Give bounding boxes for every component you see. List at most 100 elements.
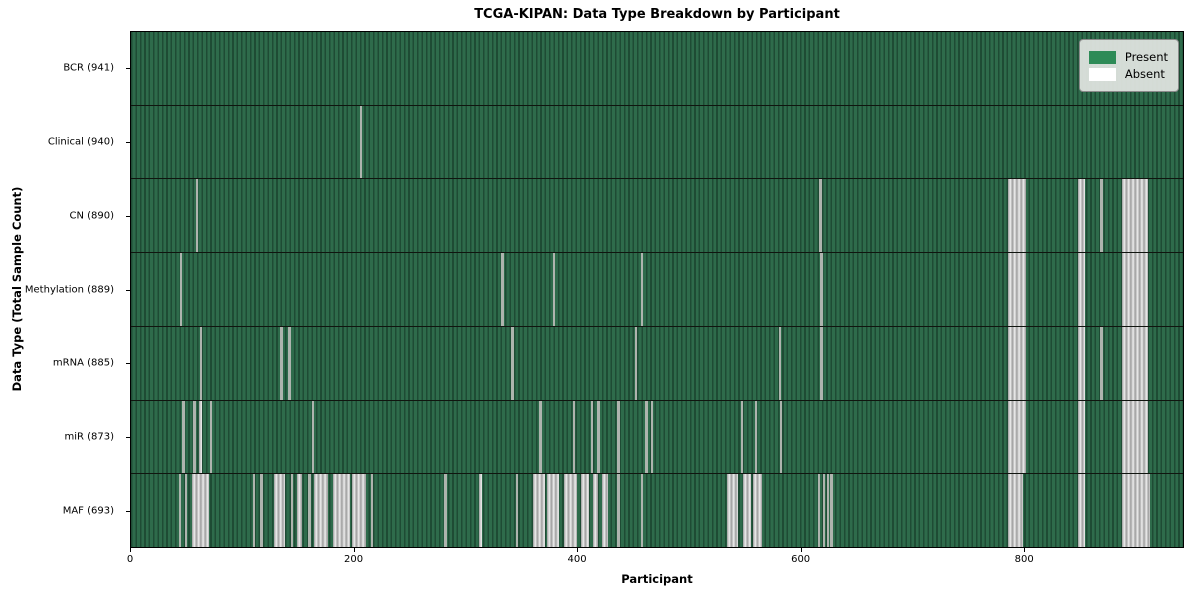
absent-stripe	[195, 179, 198, 253]
absent-stripe	[650, 400, 654, 474]
absent-stripe	[1078, 400, 1085, 474]
absent-stripe	[351, 474, 367, 548]
x-tick-mark	[800, 548, 802, 552]
y-tick-label: Methylation (889)	[24, 284, 114, 295]
y-tick-label: CN (890)	[69, 210, 114, 222]
absent-stripe	[311, 400, 314, 474]
absent-stripe	[308, 474, 311, 548]
absent-stripe	[640, 474, 644, 548]
absent-stripe	[1121, 179, 1149, 253]
absent-stripe	[820, 253, 823, 326]
absent-stripe	[260, 474, 263, 548]
absent-stripe	[779, 326, 782, 400]
absent-stripe	[597, 400, 600, 474]
y-tick-mark	[126, 141, 130, 143]
absent-stripe	[288, 326, 291, 400]
present-swatch	[1088, 50, 1116, 64]
heatmap-row-bcr	[131, 32, 1183, 106]
x-tick-mark	[577, 548, 579, 552]
absent-stripe	[193, 400, 196, 474]
absent-stripe	[640, 253, 644, 326]
absent-stripe	[1007, 253, 1026, 326]
heatmap-row-mrna	[131, 326, 1183, 401]
y-tick-mark	[126, 289, 130, 291]
absent-stripe	[1121, 400, 1149, 474]
absent-stripe	[617, 474, 620, 548]
absent-stripe	[1121, 253, 1149, 326]
absent-stripe	[182, 400, 185, 474]
absent-stripe	[1007, 179, 1026, 253]
absent-stripe	[563, 474, 578, 548]
legend-entry-present: Present	[1088, 50, 1168, 64]
absent-stripe	[818, 474, 821, 548]
absent-stripe	[180, 253, 183, 326]
absent-stripe	[635, 326, 638, 400]
absent-stripe	[1100, 179, 1103, 253]
x-axis-label: Participant	[621, 572, 693, 586]
y-tick-mark	[126, 363, 130, 365]
absent-stripe	[754, 400, 757, 474]
x-tick-mark	[1024, 548, 1026, 552]
absent-stripe	[753, 474, 763, 548]
y-tick-label: Clinical (940)	[47, 136, 114, 148]
y-tick-label: MAF (693)	[62, 505, 114, 517]
plot-area	[130, 31, 1184, 548]
absent-stripe	[1007, 326, 1026, 400]
absent-stripe	[601, 474, 609, 548]
y-tick-label: BCR (941)	[63, 62, 114, 74]
absent-stripe	[184, 474, 187, 548]
absent-stripe	[359, 105, 362, 179]
absent-stripe	[532, 474, 545, 548]
absent-stripe	[592, 474, 599, 548]
heatmap-row-clinical	[131, 105, 1183, 180]
x-tick-mark	[353, 548, 355, 552]
legend-label-present: Present	[1124, 50, 1168, 64]
absent-stripe	[280, 326, 283, 400]
absent-stripe	[1121, 474, 1150, 548]
absent-stripe	[572, 400, 575, 474]
absent-stripe	[297, 474, 302, 548]
absent-stripe	[1078, 474, 1085, 548]
absent-stripe	[539, 400, 542, 474]
absent-stripe	[1121, 326, 1149, 400]
absent-stripe	[200, 326, 203, 400]
absent-stripe	[501, 253, 504, 326]
y-axis-tick-labels: BCR (941) Clinical (940) CN (890) Methylati…	[0, 31, 122, 548]
absent-stripe	[273, 474, 285, 548]
absent-stripe	[827, 474, 830, 548]
x-tick-mark	[130, 548, 131, 552]
absent-stripe	[252, 474, 255, 548]
x-tick-label: 200	[343, 554, 364, 565]
absent-stripe	[1007, 474, 1024, 548]
absent-stripe	[1078, 253, 1085, 326]
absent-stripe	[741, 400, 744, 474]
y-tick-mark	[126, 437, 130, 439]
absent-swatch	[1088, 67, 1116, 81]
x-tick-label: 0	[126, 554, 134, 565]
x-tick-label: 400	[567, 554, 587, 565]
chart-title: TCGA-KIPAN: Data Type Breakdown by Parti…	[474, 7, 840, 22]
absent-stripe	[645, 400, 648, 474]
absent-stripe	[332, 474, 350, 548]
absent-stripe	[515, 474, 519, 548]
absent-stripe	[580, 474, 590, 548]
y-tick-mark	[126, 511, 130, 513]
absent-stripe	[313, 474, 329, 548]
absent-stripe	[1100, 326, 1103, 400]
absent-stripe	[780, 400, 783, 474]
absent-stripe	[820, 326, 823, 400]
absent-stripe	[290, 474, 293, 548]
heatmap-row-mir	[131, 400, 1183, 475]
absent-stripe	[552, 253, 555, 326]
absent-stripe	[830, 474, 833, 548]
absent-stripe	[547, 474, 560, 548]
heatmap-row-methylation	[131, 253, 1183, 327]
y-tick-mark	[126, 215, 130, 217]
y-tick-label: mRNA (885)	[52, 357, 114, 369]
legend-label-absent: Absent	[1124, 67, 1165, 81]
absent-stripe	[210, 400, 213, 474]
absent-stripe	[511, 326, 514, 400]
x-tick-label: 800	[1014, 554, 1034, 565]
y-tick-label: miR (873)	[64, 431, 114, 443]
legend: Present Absent	[1078, 39, 1179, 92]
